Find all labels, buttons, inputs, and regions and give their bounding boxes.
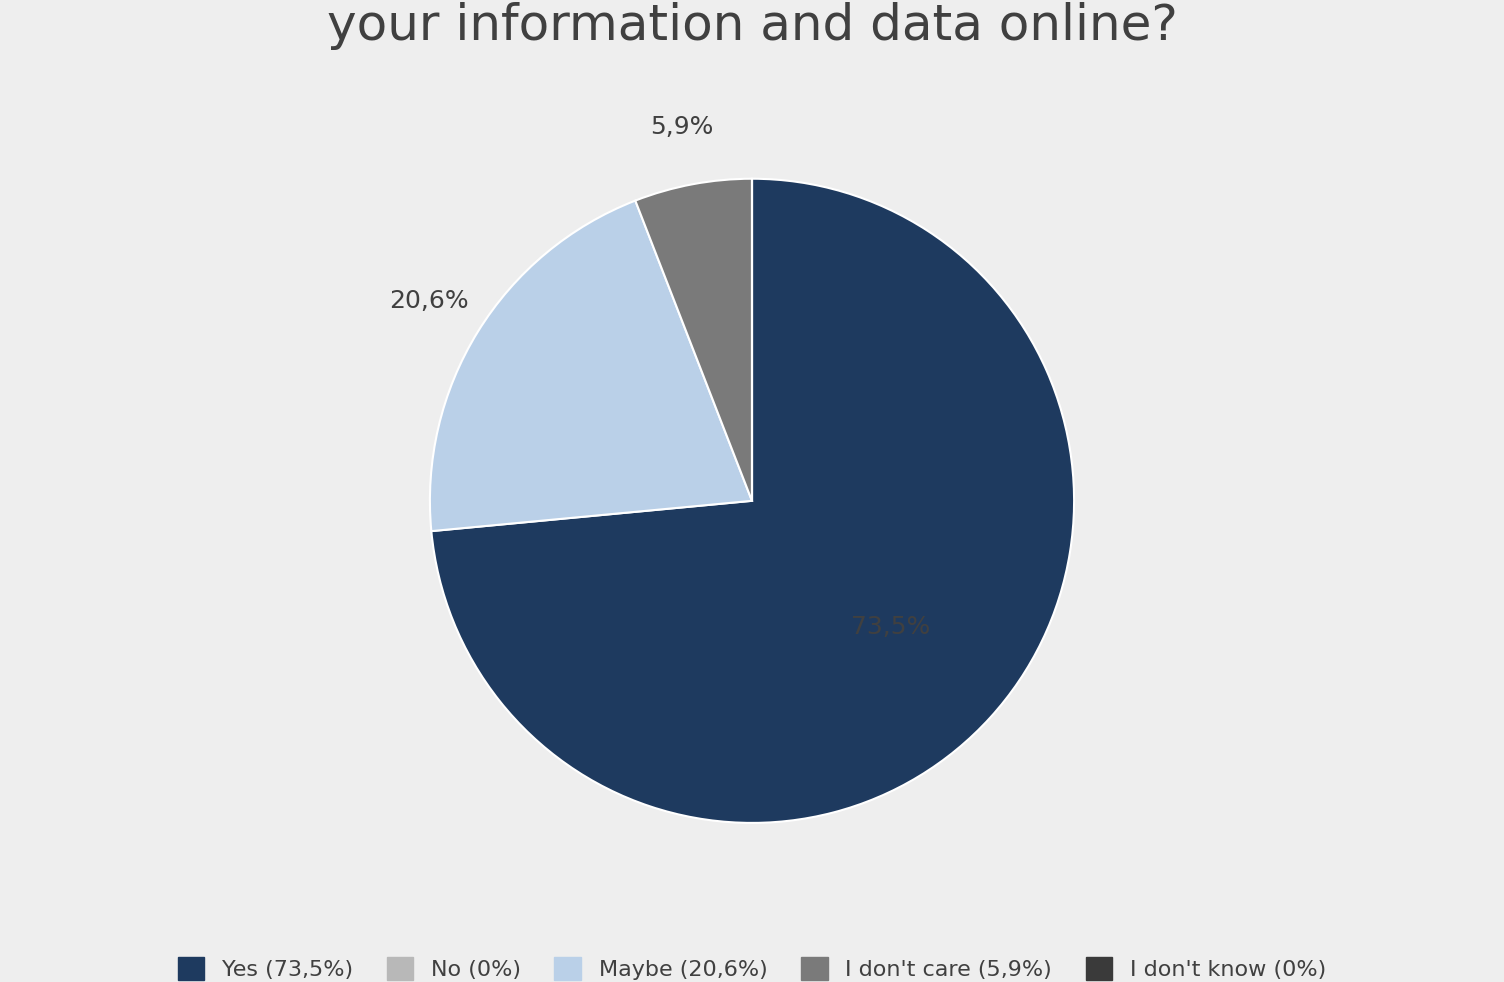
Text: 5,9%: 5,9%: [650, 115, 713, 139]
Wedge shape: [430, 200, 752, 531]
Wedge shape: [432, 179, 1074, 823]
Title: Would you like to have more control over
your information and data online?: Would you like to have more control over…: [236, 0, 1268, 49]
Text: 20,6%: 20,6%: [388, 290, 468, 313]
Legend: Yes (73,5%), No (0%), Maybe (20,6%), I don't care (5,9%), I don't know (0%): Yes (73,5%), No (0%), Maybe (20,6%), I d…: [168, 949, 1336, 982]
Wedge shape: [635, 179, 752, 501]
Text: 73,5%: 73,5%: [851, 615, 929, 638]
